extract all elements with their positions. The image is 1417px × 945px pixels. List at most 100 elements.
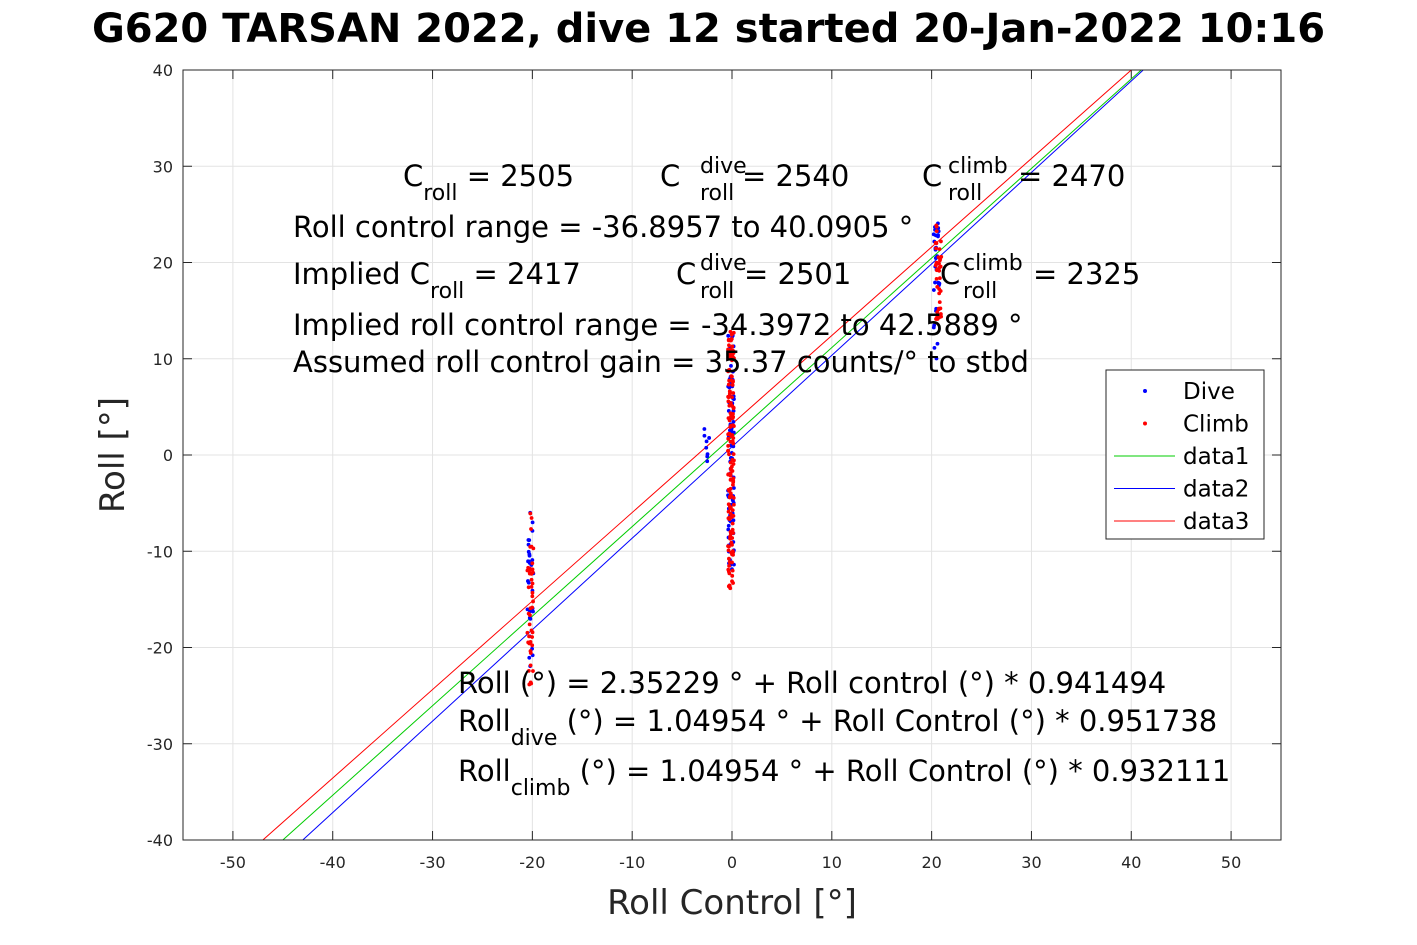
fit-line-data2 bbox=[302, 69, 1144, 841]
data-point-climb bbox=[933, 240, 938, 245]
data-point-climb bbox=[731, 482, 735, 487]
data-point-climb bbox=[528, 663, 533, 668]
data-point-dive bbox=[726, 527, 731, 532]
x-tick-label: -20 bbox=[519, 853, 545, 872]
data-point-climb bbox=[731, 391, 736, 395]
data-point-climb bbox=[726, 382, 731, 387]
y-tick-label: -40 bbox=[147, 831, 173, 850]
data-point-climb bbox=[938, 264, 943, 269]
data-point-climb bbox=[527, 641, 532, 646]
data-point-climb bbox=[937, 287, 942, 291]
data-point-dive bbox=[526, 559, 531, 564]
data-point-climb bbox=[726, 502, 731, 507]
implied-c-climb-subscript: roll bbox=[963, 279, 997, 304]
annotation-fit-climb: Rollclimb (°) = 1.04954 ° + Roll Control… bbox=[458, 754, 1230, 801]
data-point-dive bbox=[931, 325, 936, 330]
data-point-climb bbox=[730, 560, 734, 565]
data-point-climb bbox=[727, 495, 732, 500]
c-roll-subscript: roll bbox=[423, 181, 457, 206]
chart-title: G620 TARSAN 2022, dive 12 started 20-Jan… bbox=[91, 6, 1326, 52]
data-point-climb bbox=[727, 556, 731, 561]
c-dive-value: = 2540 bbox=[742, 159, 849, 193]
data-point-dive bbox=[527, 553, 532, 558]
data-point-climb bbox=[531, 599, 535, 604]
annotation-implied-range: Implied roll control range = -34.3972 to… bbox=[293, 308, 1023, 342]
data-point-climb bbox=[727, 367, 732, 372]
data-point-climb bbox=[731, 581, 735, 585]
annotation-fit-overall: Roll (°) = 2.35229 ° + Roll control (°) … bbox=[458, 666, 1166, 700]
y-tick-label: 40 bbox=[153, 61, 173, 80]
data-point-climb bbox=[934, 261, 939, 266]
legend-label-climb: Climb bbox=[1183, 412, 1249, 438]
data-point-climb bbox=[730, 521, 735, 526]
data-point-climb bbox=[934, 268, 939, 273]
data-point-climb bbox=[727, 343, 731, 348]
data-point-climb bbox=[730, 573, 735, 578]
data-point-dive bbox=[526, 579, 530, 583]
data-point-climb bbox=[937, 276, 942, 281]
legend-label-data1: data1 bbox=[1183, 444, 1249, 470]
data-point-dive bbox=[731, 486, 736, 490]
x-tick-label: 50 bbox=[1221, 853, 1241, 872]
data-point-dive bbox=[934, 356, 939, 361]
data-point-dive bbox=[530, 520, 535, 525]
data-point-dive bbox=[531, 609, 535, 614]
data-point-climb bbox=[730, 354, 735, 359]
x-tick-label: -30 bbox=[419, 853, 445, 872]
data-point-climb bbox=[728, 473, 733, 478]
y-tick-label: -20 bbox=[147, 639, 173, 658]
data-point-climb bbox=[728, 491, 733, 496]
data-point-climb bbox=[726, 569, 731, 574]
data-point-dive bbox=[931, 288, 936, 292]
data-point-climb bbox=[938, 258, 942, 263]
x-tick-label: -10 bbox=[619, 853, 645, 872]
data-point-dive bbox=[731, 408, 736, 413]
data-point-climb bbox=[726, 444, 731, 448]
c-roll-value: = 2505 bbox=[458, 159, 575, 193]
annotation-fit-dive: Rolldive (°) = 1.04954 ° + Roll Control … bbox=[458, 704, 1217, 751]
data-point-climb bbox=[729, 332, 734, 337]
implied-c-climb-value: = 2325 bbox=[1033, 257, 1140, 291]
data-point-dive bbox=[705, 454, 710, 459]
data-point-climb bbox=[731, 405, 736, 410]
data-point-climb bbox=[730, 568, 735, 573]
legend-label-dive: Dive bbox=[1183, 379, 1235, 405]
data-point-climb bbox=[934, 317, 938, 321]
x-tick-label: 40 bbox=[1121, 853, 1141, 872]
data-point-dive bbox=[932, 345, 937, 350]
data-point-dive bbox=[931, 232, 936, 237]
x-tick-label: 10 bbox=[822, 853, 842, 872]
data-point-climb bbox=[727, 452, 731, 457]
data-point-climb bbox=[728, 432, 733, 437]
implied-c-dive-subscript: roll bbox=[700, 279, 734, 304]
data-point-dive bbox=[704, 445, 709, 450]
data-point-climb bbox=[726, 394, 731, 399]
c-dive-symbol: C bbox=[660, 159, 680, 193]
implied-c-dive-superscript: dive bbox=[700, 251, 747, 276]
data-point-dive bbox=[731, 419, 736, 424]
annotation-implied-c-roll-line: Implied Croll = 2417 C dive roll = 2501 … bbox=[293, 251, 1140, 304]
annotation-roll-control-range: Roll control range = -36.8957 to 40.0905… bbox=[293, 210, 913, 244]
data-point-climb bbox=[731, 351, 736, 355]
c-climb-superscript: climb bbox=[948, 154, 1008, 179]
data-point-climb bbox=[934, 246, 938, 251]
data-point-climb bbox=[528, 566, 532, 571]
legend: Dive Climb data1 data2 data3 bbox=[1105, 369, 1265, 540]
data-point-climb bbox=[730, 383, 735, 387]
c-climb-subscript: roll bbox=[948, 181, 982, 206]
data-point-climb bbox=[528, 511, 533, 516]
data-point-climb bbox=[729, 374, 734, 379]
svg-text:Implied Croll = 2417: Implied Croll = 2417 bbox=[293, 257, 581, 304]
data-point-climb bbox=[526, 585, 531, 590]
plot-frame bbox=[182, 69, 1282, 841]
data-point-climb bbox=[730, 395, 734, 400]
data-point-climb bbox=[530, 590, 535, 595]
data-point-climb bbox=[528, 613, 532, 618]
data-point-climb bbox=[529, 584, 534, 589]
data-point-climb bbox=[727, 403, 732, 408]
data-point-climb bbox=[530, 581, 535, 586]
svg-text:Croll = 2505: Croll = 2505 bbox=[403, 159, 574, 206]
data-point-climb bbox=[530, 635, 535, 639]
data-point-climb bbox=[727, 351, 732, 356]
